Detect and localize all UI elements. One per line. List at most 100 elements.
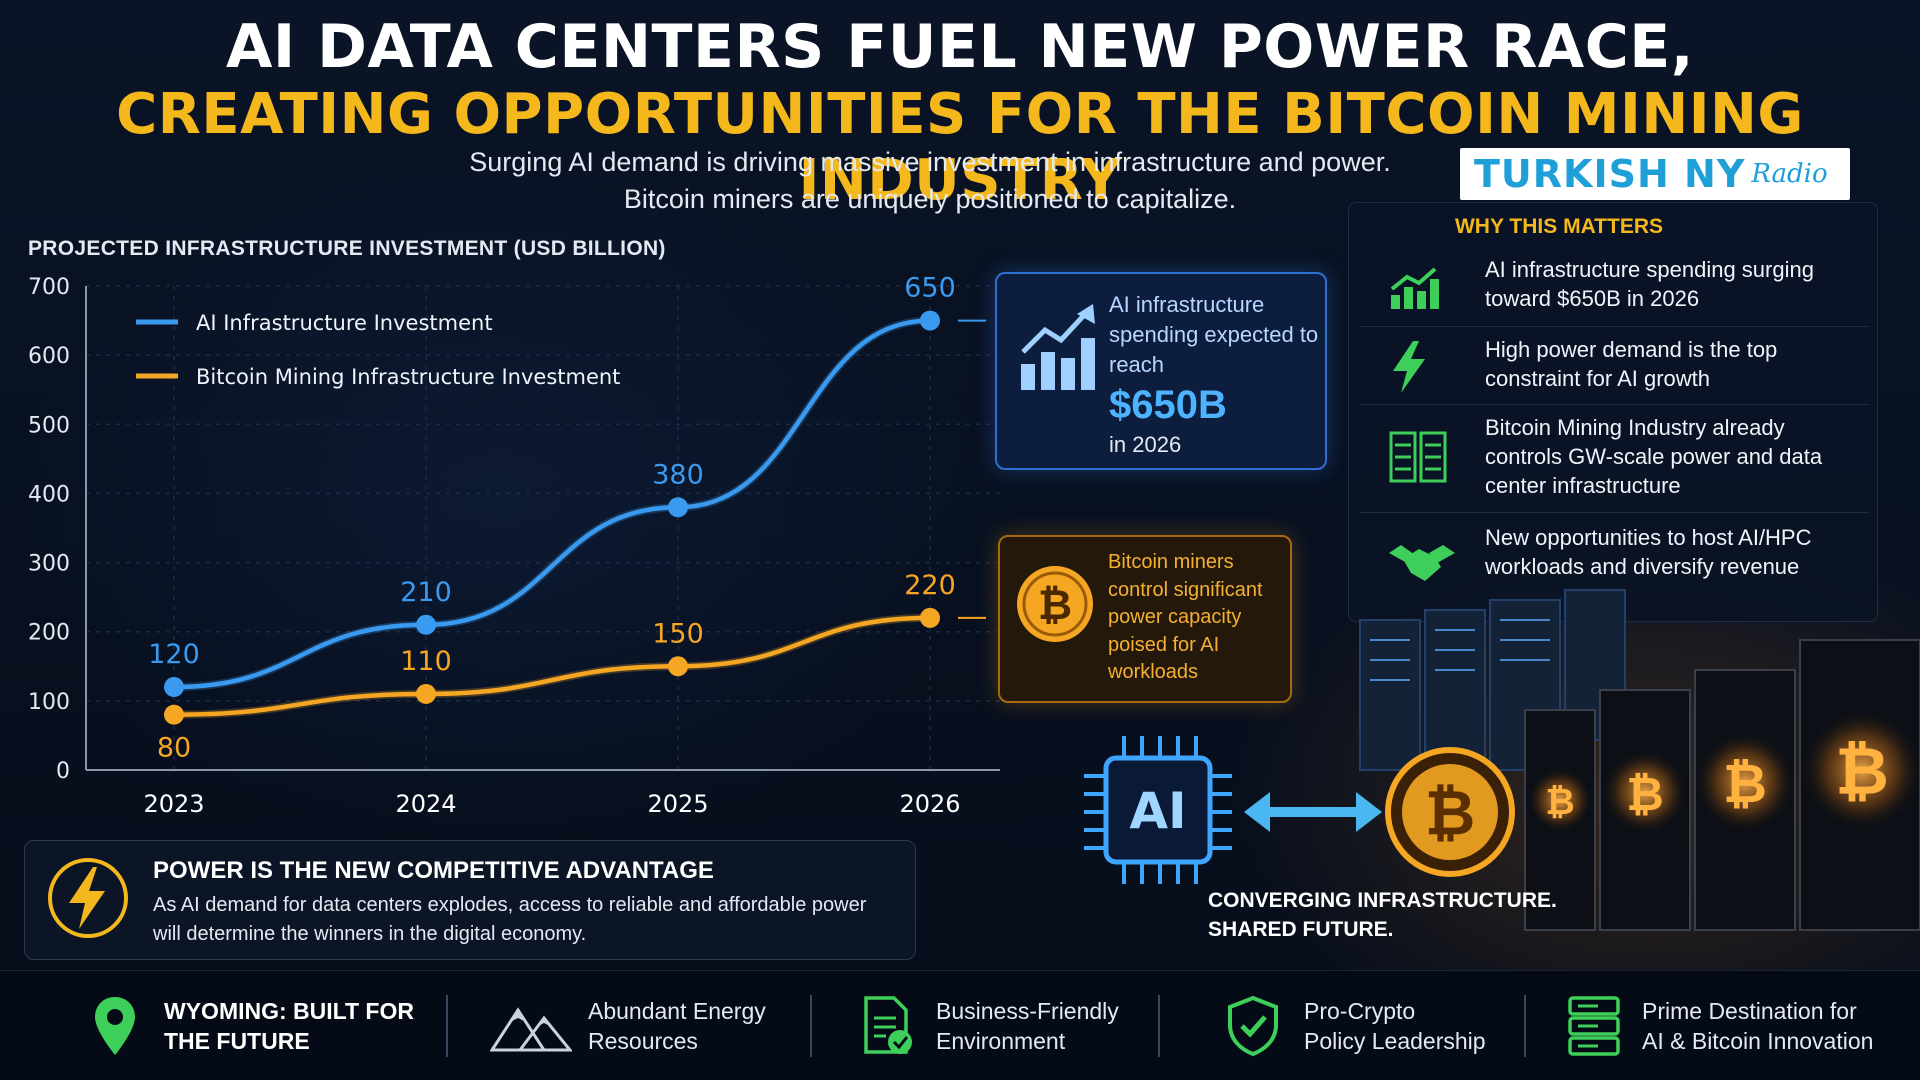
subtitle-line-2: Bitcoin miners are uniquely positioned t… [623, 184, 1237, 214]
footer-item-line-2: Policy Leadership [1304, 1028, 1486, 1054]
footer-divider [446, 995, 448, 1057]
converge-line-1: CONVERGING INFRASTRUCTURE. [1208, 889, 1557, 912]
power-advantage-box: POWER IS THE NEW COMPETITIVE ADVANTAGE A… [24, 840, 916, 960]
subtitle-line-1: Surging AI demand is driving massive inv… [469, 147, 1391, 177]
double-arrow-icon [1244, 792, 1382, 832]
document-check-icon [864, 996, 912, 1054]
footer-item-line-2: Resources [588, 1028, 698, 1054]
chart-title: PROJECTED INFRASTRUCTURE INVESTMENT (USD… [28, 237, 666, 260]
svg-text:₿: ₿ [1038, 580, 1072, 629]
mountains-icon [490, 1007, 572, 1052]
footer-item: Pro-Crypto Policy Leadership [1226, 971, 1486, 1080]
data-point [668, 656, 688, 677]
x-tick-label: 2026 [899, 790, 960, 818]
data-point [668, 497, 688, 518]
headline-line-1: AI DATA CENTERS FUEL NEW POWER RACE, [225, 12, 1695, 82]
data-label: 80 [157, 733, 191, 764]
footer-item: Prime Destination for AI & Bitcoin Innov… [1568, 971, 1873, 1080]
why-title: WHY THIS MATTERS [1454, 215, 1664, 238]
server-stack-icon [1568, 996, 1620, 1056]
series-line [173, 318, 931, 690]
data-label: 380 [652, 459, 704, 490]
svg-text:₿: ₿ [1723, 752, 1767, 815]
footer-item: WYOMING: BUILT FOR THE FUTURE [92, 971, 414, 1080]
x-tick-label: 2025 [647, 790, 708, 818]
footer-divider [1158, 995, 1160, 1057]
brand-logo: TURKISH NY Radio [1460, 148, 1850, 200]
ai-callout-text: AI infrastructure spending expected to r… [1109, 292, 1319, 377]
x-tick-label: 2024 [395, 790, 456, 818]
data-label: 210 [400, 577, 452, 608]
ai-callout-suffix: in 2026 [1109, 432, 1182, 457]
why-item: New opportunities to host AI/HPC workloa… [1359, 513, 1869, 617]
converge-line-2: SHARED FUTURE. [1208, 918, 1394, 941]
brand-name: TURKISH NY [1474, 152, 1746, 196]
ai-chip-label: AI [1129, 782, 1186, 840]
map-pin-icon [95, 997, 135, 1055]
why-item-text: New opportunities to host AI/HPC workloa… [1485, 525, 1812, 579]
y-tick-label: 0 [56, 759, 70, 784]
data-point [920, 310, 940, 331]
convergence-graphic: AI ₿ [1084, 736, 1515, 884]
data-point [416, 683, 436, 704]
headline: AI DATA CENTERS FUEL NEW POWER RACE, CRE… [0, 12, 1920, 214]
footer-item-line-1: Business-Friendly [936, 998, 1119, 1024]
footer-item-line-1: WYOMING: BUILT FOR [164, 998, 414, 1024]
legend-label: Bitcoin Mining Infrastructure Investment [196, 365, 620, 389]
svg-text:₿: ₿ [1425, 776, 1476, 849]
headline-line-2: CREATING OPPORTUNITIES FOR THE BITCOIN M… [116, 82, 1804, 213]
mining-rigs-illustration: ₿ ₿ ₿ ₿ [1300, 560, 1920, 950]
btc-callout-text: Bitcoin miners control significant power… [1108, 551, 1263, 683]
data-label: 110 [400, 646, 452, 677]
y-tick-label: 200 [28, 621, 70, 646]
y-tick-label: 700 [28, 275, 70, 300]
lightning-icon [1393, 341, 1425, 393]
shield-check-icon [1228, 995, 1278, 1057]
data-point [416, 614, 436, 635]
lightning-icon [48, 858, 128, 938]
why-item: Bitcoin Mining Industry already controls… [1359, 405, 1869, 513]
y-tick-label: 100 [28, 690, 70, 715]
power-box-title: POWER IS THE NEW COMPETITIVE ADVANTAGE [153, 857, 714, 884]
why-item-text: High power demand is the top constraint … [1485, 337, 1778, 391]
data-label: 220 [904, 570, 956, 601]
footer-item-line-2: AI & Bitcoin Innovation [1642, 1028, 1874, 1054]
y-tick-label: 600 [28, 344, 70, 369]
growth-chart-icon [1390, 267, 1439, 309]
svg-text:₿: ₿ [1545, 782, 1574, 823]
brand-script: Radio [1751, 159, 1828, 189]
data-label: 150 [652, 618, 704, 649]
bitcoin-coin-icon: ₿ [1385, 747, 1515, 877]
legend-label: AI Infrastructure Investment [196, 311, 493, 335]
converge-caption: CONVERGING INFRASTRUCTURE. SHARED FUTURE… [1208, 886, 1557, 944]
server-rack-icon [1389, 431, 1447, 483]
footer-item: Abundant Energy Resources [490, 971, 766, 1080]
ai-chip-icon: AI [1084, 736, 1232, 884]
footer-bar: WYOMING: BUILT FOR THE FUTURE Abundant E… [0, 970, 1920, 1080]
bitcoin-coin-icon: ₿ [1017, 566, 1093, 642]
why-item: High power demand is the top constraint … [1359, 327, 1869, 405]
footer-item: Business-Friendly Environment [862, 971, 1119, 1080]
svg-text:₿: ₿ [1626, 767, 1664, 821]
data-point [164, 677, 184, 698]
why-this-matters-panel: WHY THIS MATTERS AI infrastructure spend… [1348, 202, 1878, 622]
svg-text:₿: ₿ [1835, 733, 1889, 810]
y-tick-label: 400 [28, 482, 70, 507]
footer-divider [810, 995, 812, 1057]
footer-item-line-2: THE FUTURE [164, 1028, 310, 1054]
power-box-body: As AI demand for data centers explodes, … [153, 894, 867, 945]
series-line [173, 615, 931, 717]
footer-item-line-1: Prime Destination for [1642, 998, 1857, 1024]
footer-divider [1524, 995, 1526, 1057]
mining-rigs-graphic: ₿ ₿ ₿ ₿ [1359, 589, 1920, 931]
why-item: AI infrastructure spending surging towar… [1359, 247, 1869, 327]
btc-callout: ₿ Bitcoin miners control significant pow… [998, 535, 1292, 703]
ai-callout-value: $650B [1109, 383, 1227, 427]
data-label: 120 [148, 639, 200, 670]
y-tick-label: 500 [28, 413, 70, 438]
line-chart: 0 100 200 300 400 500 600 700 2023 2024 2025 2026 12… [28, 273, 1000, 818]
footer-item-line-2: Environment [936, 1028, 1066, 1054]
y-tick-label: 300 [28, 552, 70, 577]
ai-callout: AI infrastructure spending expected to r… [995, 272, 1327, 470]
why-item-text: AI infrastructure spending surging towar… [1485, 257, 1814, 311]
